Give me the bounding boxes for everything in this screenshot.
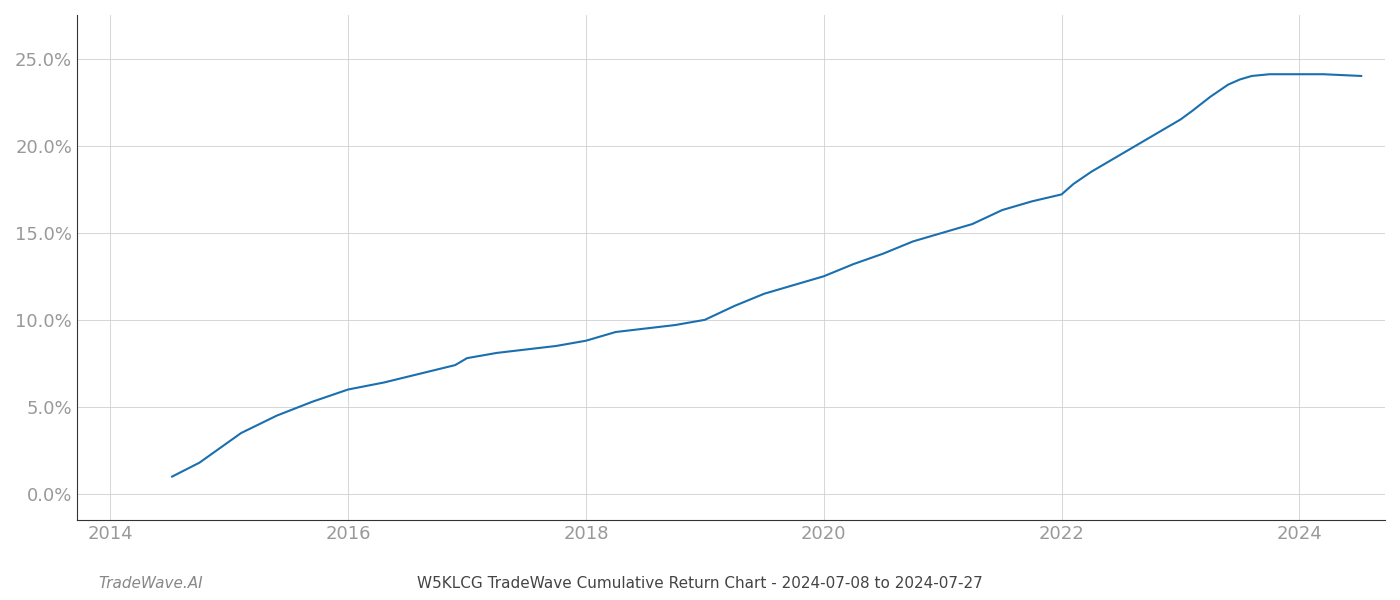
Text: W5KLCG TradeWave Cumulative Return Chart - 2024-07-08 to 2024-07-27: W5KLCG TradeWave Cumulative Return Chart… [417, 576, 983, 591]
Text: TradeWave.AI: TradeWave.AI [98, 576, 203, 591]
